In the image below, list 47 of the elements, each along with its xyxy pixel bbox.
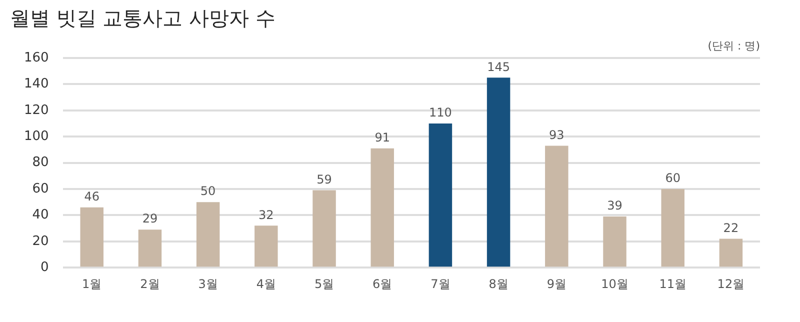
y-tick-label: 20 bbox=[32, 234, 49, 249]
y-tick-label: 60 bbox=[32, 181, 49, 196]
x-tick-label: 5월 bbox=[314, 276, 334, 291]
x-tick-label: 2월 bbox=[140, 276, 160, 291]
text: (단위 : 명) bbox=[708, 39, 760, 52]
data-label: 110 bbox=[429, 106, 452, 120]
x-tick-label: 7월 bbox=[430, 276, 450, 291]
bar bbox=[196, 202, 220, 267]
x-tick-label: 12월 bbox=[717, 276, 745, 291]
y-tick-label: 100 bbox=[24, 128, 49, 144]
chart-title: 월별 빗길 교통사고 사망자 수 bbox=[10, 6, 276, 30]
data-label: 29 bbox=[142, 212, 158, 226]
y-tick-label: 80 bbox=[32, 155, 49, 170]
bar bbox=[370, 148, 394, 267]
data-label: 50 bbox=[200, 184, 216, 198]
bar bbox=[661, 189, 684, 267]
y-tick-label: 140 bbox=[24, 76, 49, 92]
y-tick-label: 0 bbox=[40, 260, 49, 275]
bar bbox=[80, 207, 104, 267]
x-tick-label: 3월 bbox=[198, 276, 218, 291]
x-tick-label: 4월 bbox=[256, 276, 276, 291]
bar bbox=[254, 226, 278, 267]
bar bbox=[486, 78, 510, 267]
data-label: 46 bbox=[84, 189, 100, 204]
bar bbox=[312, 190, 336, 267]
x-tick-label: 8월 bbox=[488, 276, 508, 291]
data-label: 60 bbox=[665, 171, 680, 186]
x-tick-label: 6월 bbox=[372, 276, 392, 291]
y-tick-label: 120 bbox=[24, 102, 49, 118]
bar bbox=[138, 230, 162, 267]
x-tick-label: 9월 bbox=[546, 276, 566, 291]
x-tick-label: 1월 bbox=[82, 276, 102, 291]
bar bbox=[603, 216, 626, 267]
data-label: 59 bbox=[316, 172, 332, 186]
data-label: 93 bbox=[549, 128, 564, 142]
data-label: 145 bbox=[487, 60, 510, 74]
data-label: 91 bbox=[374, 130, 390, 145]
bar bbox=[428, 124, 452, 267]
data-label: 22 bbox=[723, 220, 739, 235]
bar bbox=[719, 238, 743, 267]
y-tick-label: 40 bbox=[32, 208, 49, 223]
x-tick-label: 11월 bbox=[659, 276, 686, 291]
x-tick-label: 10월 bbox=[601, 276, 628, 291]
data-label: 39 bbox=[607, 198, 622, 213]
data-label: 32 bbox=[258, 208, 274, 222]
y-tick-label: 160 bbox=[24, 50, 49, 66]
bar bbox=[545, 146, 568, 267]
